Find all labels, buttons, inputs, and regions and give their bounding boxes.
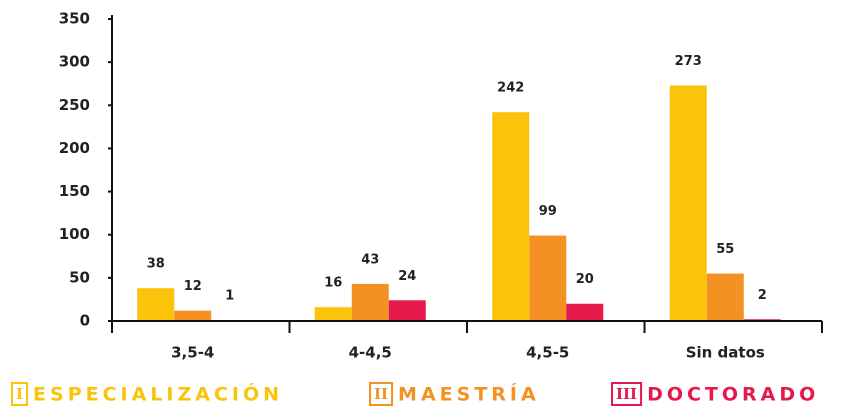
- bar: [706, 273, 744, 321]
- value-label: 242: [497, 81, 524, 96]
- y-tick-label: 250: [59, 96, 90, 114]
- bar: [529, 235, 567, 321]
- bar: [351, 283, 389, 321]
- value-label: 43: [361, 252, 379, 267]
- y-tick-label: 300: [59, 53, 90, 71]
- x-tick-label: 4-4,5: [349, 344, 392, 362]
- bar: [492, 112, 530, 321]
- y-tick-label: 50: [69, 268, 90, 286]
- value-label: 16: [324, 276, 342, 291]
- value-label: 38: [147, 257, 165, 272]
- value-label: 2: [758, 288, 767, 303]
- y-tick-label: 350: [59, 10, 90, 28]
- legend-label: MAESTRÍA: [398, 383, 540, 406]
- legend-numeral: I: [16, 385, 23, 403]
- value-label: 20: [576, 272, 594, 287]
- value-label: 24: [398, 269, 416, 284]
- value-label: 1: [225, 289, 234, 304]
- y-tick-label: 200: [59, 139, 90, 157]
- bar: [174, 310, 212, 321]
- legend-swatch: [11, 382, 29, 406]
- y-tick-label: 100: [59, 225, 90, 243]
- y-tick-label: 150: [59, 182, 90, 200]
- legend-swatch: [369, 382, 394, 406]
- legend-numeral: III: [616, 385, 637, 403]
- legend-swatch: [611, 382, 643, 406]
- bar: [137, 288, 175, 321]
- legend-numeral: II: [374, 385, 388, 403]
- bar: [669, 85, 707, 321]
- x-tick-label: Sin datos: [686, 344, 765, 362]
- bar: [566, 303, 604, 321]
- x-tick-label: 4,5-5: [526, 344, 569, 362]
- value-label: 99: [539, 204, 557, 219]
- bar: [388, 300, 426, 321]
- value-label: 12: [184, 279, 202, 294]
- legend-label: ESPECIALIZACIÓN: [33, 382, 283, 406]
- value-label: 273: [675, 54, 702, 69]
- legend-label: DOCTORADO: [647, 384, 819, 406]
- bar: [314, 307, 352, 321]
- y-tick-label: 0: [80, 312, 90, 330]
- value-label: 55: [716, 242, 734, 257]
- x-tick-label: 3,5-4: [171, 344, 214, 362]
